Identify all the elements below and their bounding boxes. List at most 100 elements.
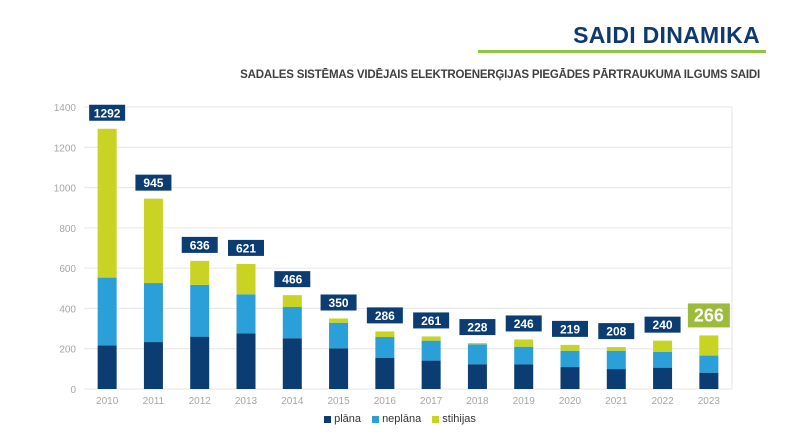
x-tick-label: 2015 bbox=[327, 396, 350, 407]
y-tick-label: 1200 bbox=[54, 143, 77, 154]
total-label: 246 bbox=[514, 317, 534, 331]
bar-plāna bbox=[236, 333, 256, 389]
bar-stihijas bbox=[329, 318, 349, 323]
y-tick-label: 400 bbox=[59, 304, 76, 315]
bar-plāna bbox=[514, 364, 534, 389]
x-tick-label: 2013 bbox=[235, 396, 258, 407]
bar-plāna bbox=[653, 367, 673, 389]
total-label: 240 bbox=[653, 318, 673, 332]
bar-neplāna bbox=[653, 351, 673, 368]
y-tick-label: 800 bbox=[59, 224, 76, 235]
bar-stihijas bbox=[467, 343, 487, 345]
legend-label: plāna bbox=[334, 413, 361, 425]
bar-stihijas bbox=[375, 331, 395, 338]
bar-plāna bbox=[329, 348, 349, 389]
total-label-box bbox=[228, 239, 264, 256]
total-label: 621 bbox=[236, 241, 256, 255]
x-tick-label: 2021 bbox=[605, 396, 628, 407]
bar-plāna bbox=[467, 364, 487, 389]
x-tick-label: 2017 bbox=[420, 396, 443, 407]
bar-neplāna bbox=[514, 346, 534, 365]
y-tick-label: 200 bbox=[59, 345, 76, 356]
chart-title: SADALES SISTĒMAS VIDĒJAIS ELEKTROENERĢIJ… bbox=[240, 69, 760, 81]
total-label: 286 bbox=[375, 309, 395, 323]
legend: plāna neplāna stihijas bbox=[0, 413, 800, 425]
total-label-box bbox=[459, 319, 496, 336]
bar-stihijas bbox=[190, 260, 210, 285]
bar-stihijas bbox=[606, 347, 626, 351]
bar-neplāna bbox=[606, 350, 626, 370]
legend-item-plana: plāna bbox=[324, 413, 361, 425]
bar-stihijas bbox=[560, 344, 580, 351]
x-tick-label: 2011 bbox=[143, 396, 165, 407]
total-label-box bbox=[135, 174, 172, 191]
x-tick-label: 2010 bbox=[96, 396, 119, 407]
bar-stihijas bbox=[282, 295, 302, 308]
total-label-box bbox=[552, 320, 588, 337]
bar-neplāna bbox=[375, 337, 395, 358]
total-label: 219 bbox=[560, 322, 580, 336]
bar-plāna bbox=[375, 357, 395, 389]
bar-plāna bbox=[421, 360, 441, 389]
bar-stihijas bbox=[421, 336, 441, 341]
x-tick-label: 2019 bbox=[513, 396, 536, 407]
total-label: 1292 bbox=[94, 106, 121, 120]
bar-neplāna bbox=[560, 350, 580, 368]
bar-neplāna bbox=[190, 284, 210, 337]
legend-label: neplāna bbox=[382, 413, 422, 425]
total-label: 228 bbox=[467, 321, 487, 335]
legend-swatch-neplana bbox=[372, 415, 380, 423]
total-label-box bbox=[274, 271, 311, 288]
bar-stihijas bbox=[514, 339, 534, 347]
y-tick-label: 1000 bbox=[54, 184, 77, 195]
legend-item-stihijas: stihijas bbox=[432, 413, 476, 425]
total-label-box bbox=[320, 294, 357, 311]
total-label-box bbox=[687, 303, 730, 328]
x-tick-label: 2020 bbox=[559, 396, 582, 407]
bar-stihijas bbox=[699, 335, 719, 356]
bar-neplāna bbox=[282, 307, 302, 339]
total-label-box bbox=[505, 315, 542, 332]
bar-neplāna bbox=[421, 340, 441, 361]
bar-stihijas bbox=[653, 340, 673, 352]
title-underline bbox=[478, 50, 766, 53]
bar-neplāna bbox=[236, 294, 256, 334]
y-tick-label: 1400 bbox=[54, 103, 77, 114]
bar-stihijas bbox=[143, 198, 163, 284]
total-label-box bbox=[413, 312, 450, 329]
legend-swatch-plana bbox=[324, 415, 332, 423]
bar-stihijas bbox=[236, 263, 256, 295]
bar-plāna bbox=[143, 342, 163, 389]
bar-plāna bbox=[699, 372, 719, 389]
bar-neplāna bbox=[143, 283, 163, 343]
total-label: 466 bbox=[282, 273, 302, 287]
total-label-box bbox=[89, 104, 126, 121]
x-tick-label: 2022 bbox=[651, 396, 674, 407]
bar-neplāna bbox=[699, 355, 719, 373]
bar-plāna bbox=[190, 336, 210, 389]
legend-label: stihijas bbox=[442, 413, 476, 425]
bar-stihijas bbox=[97, 128, 117, 278]
total-label: 350 bbox=[329, 296, 349, 310]
legend-swatch-stihijas bbox=[432, 415, 440, 423]
y-tick-label: 600 bbox=[59, 264, 76, 275]
x-tick-label: 2018 bbox=[466, 396, 489, 407]
page-title: SAIDI DINAMIKA bbox=[573, 22, 760, 48]
total-label: 266 bbox=[694, 305, 724, 325]
bar-neplāna bbox=[467, 344, 487, 365]
x-tick-label: 2012 bbox=[189, 396, 212, 407]
bar-neplāna bbox=[97, 277, 117, 346]
total-label-box bbox=[181, 236, 218, 253]
legend-item-neplana: neplāna bbox=[372, 413, 421, 425]
bar-plāna bbox=[282, 338, 302, 389]
total-label: 636 bbox=[190, 238, 210, 252]
bar-plāna bbox=[606, 369, 626, 389]
bar-neplāna bbox=[329, 322, 349, 349]
total-label: 208 bbox=[606, 325, 626, 339]
bar-plāna bbox=[560, 367, 580, 389]
total-label-box bbox=[644, 316, 681, 333]
total-label: 261 bbox=[421, 314, 441, 328]
total-label-box bbox=[598, 323, 635, 340]
total-label: 945 bbox=[143, 176, 163, 190]
